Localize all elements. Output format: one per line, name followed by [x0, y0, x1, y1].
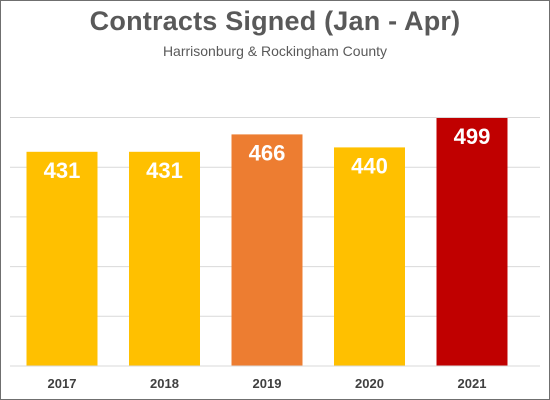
bar-2018	[129, 151, 200, 366]
x-tick-label-2021: 2021	[458, 376, 487, 391]
bar-2021	[436, 118, 508, 366]
value-label-2020: 440	[351, 153, 388, 178]
chart-title: Contracts Signed (Jan - Apr)	[89, 6, 461, 36]
bars	[26, 118, 508, 366]
x-tick-label-2020: 2020	[355, 376, 384, 391]
value-label-2017: 431	[44, 158, 81, 183]
bar-2017	[26, 151, 98, 366]
value-labels: 431 431 466 440 499	[44, 124, 491, 183]
value-label-2021: 499	[454, 124, 491, 149]
x-tick-label-2019: 2019	[253, 376, 282, 391]
chart-subtitle: Harrisonburg & Rockingham County	[162, 43, 388, 59]
x-tick-label-2017: 2017	[48, 376, 77, 391]
x-tick-label-2018: 2018	[150, 376, 179, 391]
bar-2019	[231, 134, 303, 366]
value-label-2019: 466	[249, 140, 286, 165]
value-label-2018: 431	[146, 158, 183, 183]
x-axis-ticks: 2017 2018 2019 2020 2021	[48, 376, 487, 391]
bar-2020	[334, 147, 405, 366]
